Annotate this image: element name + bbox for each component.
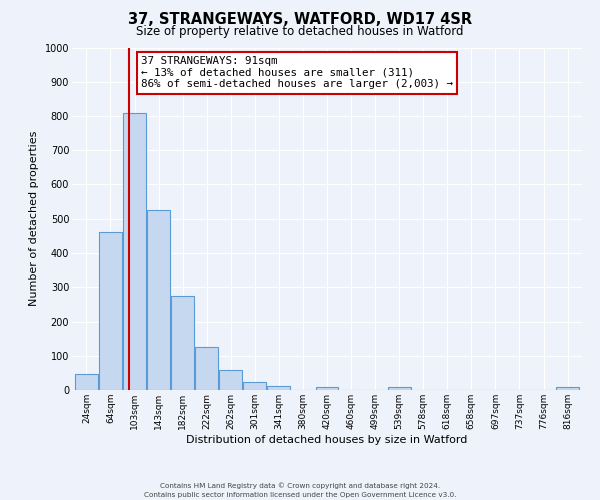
Text: 37, STRANGEWAYS, WATFORD, WD17 4SR: 37, STRANGEWAYS, WATFORD, WD17 4SR xyxy=(128,12,472,28)
Text: Size of property relative to detached houses in Watford: Size of property relative to detached ho… xyxy=(136,24,464,38)
Text: 37 STRANGEWAYS: 91sqm
← 13% of detached houses are smaller (311)
86% of semi-det: 37 STRANGEWAYS: 91sqm ← 13% of detached … xyxy=(141,56,453,90)
Text: Contains HM Land Registry data © Crown copyright and database right 2024.: Contains HM Land Registry data © Crown c… xyxy=(160,482,440,489)
Bar xyxy=(195,347,218,390)
Y-axis label: Number of detached properties: Number of detached properties xyxy=(29,131,39,306)
Bar xyxy=(75,374,98,390)
X-axis label: Distribution of detached houses by size in Watford: Distribution of detached houses by size … xyxy=(187,434,467,444)
Text: Contains public sector information licensed under the Open Government Licence v3: Contains public sector information licen… xyxy=(144,492,456,498)
Bar xyxy=(244,382,266,390)
Bar xyxy=(388,386,410,390)
Bar xyxy=(268,386,290,390)
Bar xyxy=(123,112,146,390)
Bar xyxy=(220,370,242,390)
Bar xyxy=(556,386,579,390)
Bar xyxy=(147,210,170,390)
Bar xyxy=(171,296,194,390)
Bar xyxy=(316,386,338,390)
Bar xyxy=(99,232,122,390)
